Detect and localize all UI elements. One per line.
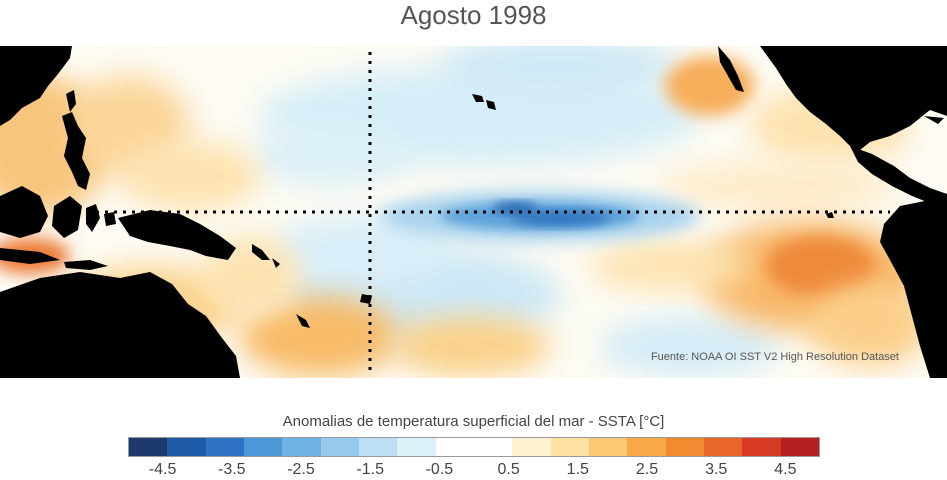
colorbar-swatch <box>627 438 666 456</box>
colorbar-swatch <box>243 438 283 456</box>
land-masses <box>0 46 947 378</box>
colorbar-swatch <box>665 438 704 456</box>
reference-lines <box>60 52 890 376</box>
colorbar-swatch <box>742 438 781 456</box>
colorbar-swatch <box>588 438 628 456</box>
colorbar-swatch <box>320 438 359 456</box>
colorbar-swatch <box>780 438 819 456</box>
colorbar-swatch <box>358 438 398 456</box>
data-source-label: Fuente: NOAA OI SST V2 High Resolution D… <box>650 351 899 363</box>
colorbar-title: Anomalias de temperatura superficial del… <box>282 413 665 430</box>
colorbar-swatch <box>397 438 436 456</box>
colorbar-swatch <box>282 438 321 456</box>
colorbar-swatch <box>512 438 551 456</box>
anomaly-field <box>0 46 930 376</box>
colorbar-ticks: -4.5 -3.5 -2.5 -1.5 -0.5 0.5 1.5 2.5 3.5 4.5 <box>128 461 820 480</box>
colorbar-tick-label: 0.5 <box>497 461 520 478</box>
ssta-map <box>0 46 947 378</box>
colorbar-swatch <box>703 438 743 456</box>
colorbar-swatch <box>167 438 206 456</box>
colorbar-tick-label: -3.5 <box>218 461 246 478</box>
colorbar-tick-label: 2.5 <box>635 461 659 478</box>
colorbar-tick-label: -4.5 <box>148 461 177 478</box>
colorbar-tick-label: 1.5 <box>566 461 589 478</box>
colorbar-tick-label: -2.5 <box>287 461 315 478</box>
colorbar-tick-label: 4.5 <box>774 461 797 478</box>
colorbar-swatch <box>435 438 474 456</box>
map-title: Agosto 1998 <box>400 0 547 30</box>
colorbar-swatch <box>129 438 168 456</box>
colorbar-tick-label: -0.5 <box>425 461 454 478</box>
colorbar <box>128 437 820 457</box>
colorbar-swatch <box>205 438 244 456</box>
colorbar-tick-label: 3.5 <box>705 461 728 478</box>
colorbar-tick-label: -1.5 <box>356 461 384 478</box>
colorbar-swatch <box>550 438 589 456</box>
colorbar-swatch <box>473 438 513 456</box>
